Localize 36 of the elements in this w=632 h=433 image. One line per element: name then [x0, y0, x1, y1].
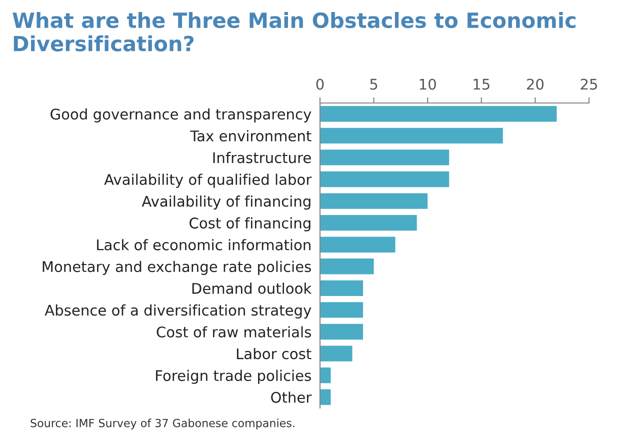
bar	[320, 389, 331, 405]
x-tick-label: 15	[474, 78, 490, 90]
source-note: Source: IMF Survey of 37 Gabonese companies.	[30, 418, 294, 430]
y-tick-label: Availability of financing	[142, 195, 310, 210]
y-tick-label: Foreign trade policies	[156, 370, 311, 384]
bar	[320, 324, 364, 340]
x-tick-label: 20	[526, 78, 544, 90]
y-tick-label: Cost of financing	[190, 217, 310, 232]
bar	[320, 106, 557, 122]
bar	[320, 258, 374, 274]
bar	[320, 280, 364, 296]
y-tick-label: Monetary and exchange rate policies	[42, 260, 311, 275]
y-tick-label: Labor cost	[236, 348, 312, 360]
y-tick-label: Absence of a diversification strategy	[44, 304, 312, 319]
bar	[320, 236, 396, 252]
y-tick-label: Cost of raw materials	[156, 326, 311, 338]
bar	[320, 214, 417, 231]
y-tick-label: Demand outlook	[192, 282, 312, 294]
bar	[320, 128, 503, 144]
bar	[320, 171, 450, 188]
bar	[320, 367, 331, 384]
bar	[320, 193, 428, 209]
x-tick-label: 0	[316, 78, 324, 90]
y-tick-label: Good governance and transparency	[50, 108, 312, 122]
bar	[320, 346, 352, 362]
bar	[320, 150, 450, 166]
x-tick-label: 10	[420, 78, 436, 90]
x-tick-label: 5	[370, 78, 378, 90]
bar	[320, 302, 364, 318]
y-tick-label: Lack of economic information	[97, 239, 310, 250]
y-tick-label: Other	[271, 392, 312, 403]
chart-title: What are the Three Main Obstacles to Economic Diversification?	[12, 12, 576, 52]
x-tick-label: 25	[580, 78, 598, 90]
y-tick-label: Infrastructure	[213, 152, 311, 164]
y-tick-label: Tax environment	[190, 130, 312, 142]
y-tick-label: Availability of qualified labor	[104, 174, 312, 188]
